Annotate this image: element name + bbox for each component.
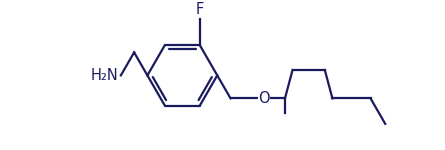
- Text: F: F: [196, 2, 204, 17]
- Text: O: O: [259, 91, 270, 106]
- Text: H₂N: H₂N: [90, 68, 118, 83]
